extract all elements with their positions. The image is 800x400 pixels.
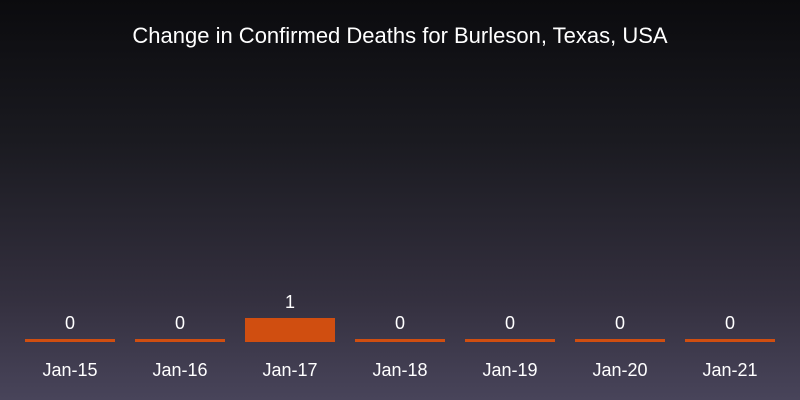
x-tick-label-jan-17: Jan-17 <box>262 360 317 380</box>
value-label-jan-18: 0 <box>395 313 405 333</box>
bar-jan-15 <box>25 339 115 342</box>
value-label-jan-15: 0 <box>65 313 75 333</box>
bar-jan-18 <box>355 339 445 342</box>
value-labels-group: 0 0 1 0 0 0 0 <box>65 292 735 333</box>
value-label-jan-20: 0 <box>615 313 625 333</box>
x-tick-label-jan-19: Jan-19 <box>482 360 537 380</box>
value-label-jan-21: 0 <box>725 313 735 333</box>
x-tick-labels-group: Jan-15 Jan-16 Jan-17 Jan-18 Jan-19 Jan-20 Jan-… <box>42 360 757 380</box>
chart-title: Change in Confirmed Deaths for Burleson,… <box>132 23 668 48</box>
bar-jan-20 <box>575 339 665 342</box>
bars-group <box>25 318 775 342</box>
bar-jan-21 <box>685 339 775 342</box>
x-tick-label-jan-18: Jan-18 <box>372 360 427 380</box>
value-label-jan-19: 0 <box>505 313 515 333</box>
bar-jan-16 <box>135 339 225 342</box>
x-tick-label-jan-21: Jan-21 <box>702 360 757 380</box>
bar-jan-19 <box>465 339 555 342</box>
bar-jan-17 <box>245 318 335 342</box>
x-tick-label-jan-15: Jan-15 <box>42 360 97 380</box>
x-tick-label-jan-20: Jan-20 <box>592 360 647 380</box>
x-tick-label-jan-16: Jan-16 <box>152 360 207 380</box>
value-label-jan-16: 0 <box>175 313 185 333</box>
value-label-jan-17: 1 <box>285 292 295 312</box>
